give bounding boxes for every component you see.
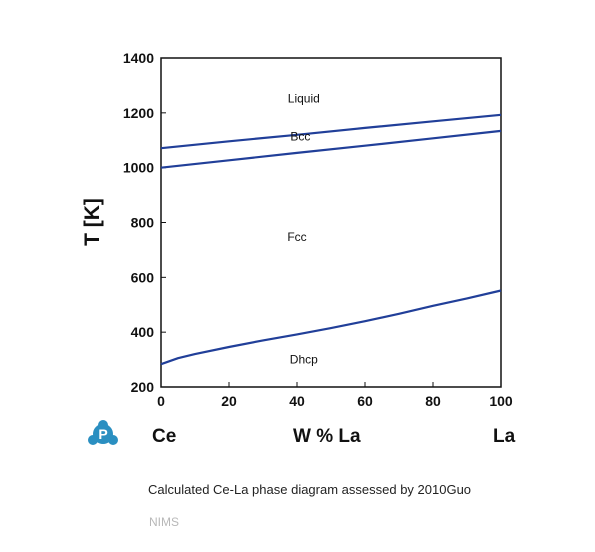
phase-boundary-line-2 <box>160 129 502 169</box>
y-tick-label: 400 <box>131 324 155 340</box>
y-tick-label: 1200 <box>123 105 154 121</box>
x-tick-label: 20 <box>221 393 237 409</box>
x-tick-label: 80 <box>425 393 441 409</box>
y-tick-label: 1400 <box>123 50 154 66</box>
y-tick-label: 600 <box>131 269 155 285</box>
plot-frame <box>160 57 502 388</box>
y-axis-title: T [K] <box>81 198 104 246</box>
x-axis-start-label: Ce <box>152 426 176 447</box>
y-tick-label: 800 <box>131 215 155 231</box>
phase-boundary-line-1 <box>160 113 502 150</box>
phase-region-label: Dhcp <box>290 353 318 367</box>
chart-caption: Calculated Ce-La phase diagram assessed … <box>148 482 472 497</box>
x-tick-label: 60 <box>357 393 373 409</box>
source-label: NIMS <box>149 515 179 529</box>
y-tick-label: 200 <box>131 379 155 395</box>
x-tick-label: 100 <box>489 393 513 409</box>
x-tick-label: 40 <box>289 393 305 409</box>
x-tick-label: 0 <box>157 393 165 409</box>
phase-region-label: Liquid <box>288 91 320 105</box>
phase-boundary-line-3 <box>160 289 502 366</box>
y-tick-label: 1000 <box>123 160 154 176</box>
pauling-logo-icon: P <box>88 419 118 447</box>
phase-region-label: Fcc <box>287 230 306 244</box>
phase-region-label: Bcc <box>290 129 310 143</box>
logo-letter: P <box>98 426 107 442</box>
x-axis-title: W % La <box>293 426 361 447</box>
x-axis-end-label: La <box>493 426 516 447</box>
